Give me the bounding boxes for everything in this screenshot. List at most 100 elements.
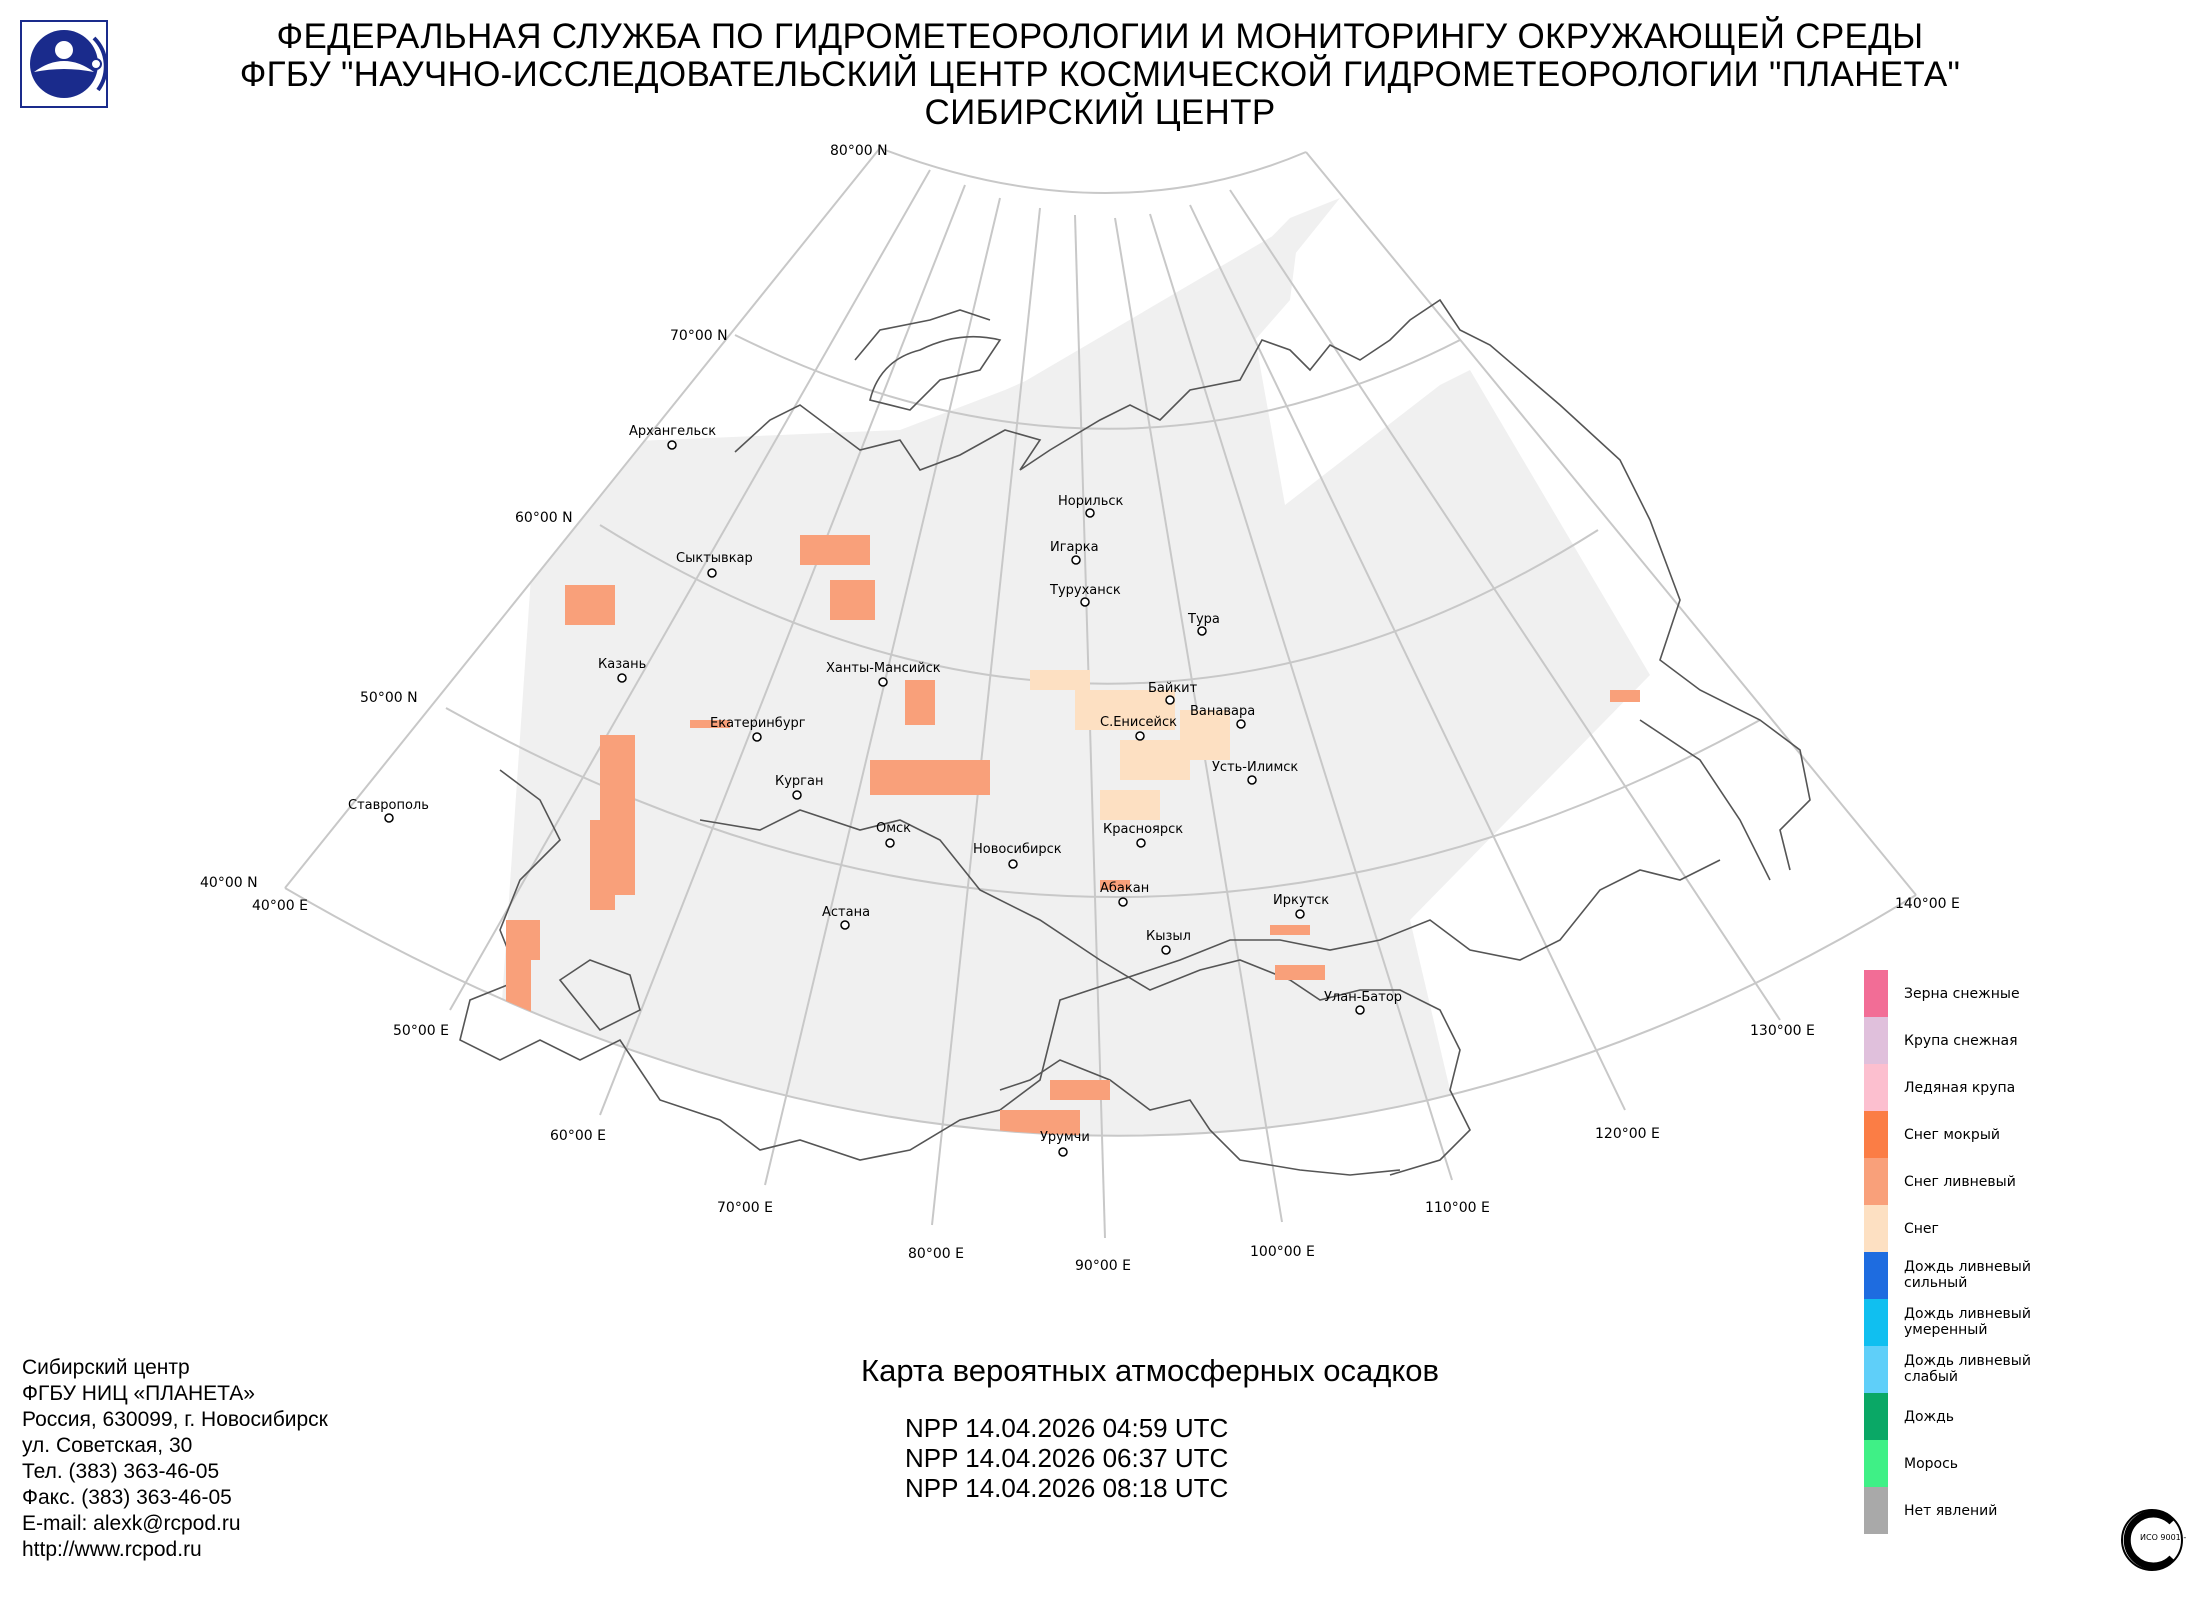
precip-cell — [870, 760, 990, 795]
meridian-60e — [599, 184, 966, 1116]
city-marker — [617, 673, 627, 683]
lat-label-60n: 60°00 N — [515, 510, 573, 526]
precip-cell — [1000, 1110, 1080, 1135]
lat-label-80n: 80°00 N — [830, 143, 888, 159]
lon-label-110e: 110°00 E — [1425, 1200, 1490, 1216]
planeta-logo — [20, 20, 108, 108]
city-label: Ставрополь — [348, 798, 429, 813]
legend-swatch — [1864, 1252, 1888, 1299]
city-marker — [1135, 731, 1145, 741]
graticule — [284, 147, 1917, 1239]
meridian-110e — [1149, 213, 1453, 1181]
meridian-140e — [1305, 151, 1917, 896]
city-marker — [1197, 626, 1207, 636]
legend-item: Снег — [1864, 1205, 2064, 1252]
contact-info: Сибирский центр ФГБУ НИЦ «ПЛАНЕТА» Росси… — [22, 1355, 328, 1563]
legend-swatch — [1864, 1487, 1888, 1534]
city-label: Абакан — [1100, 881, 1149, 896]
precip-cell — [590, 820, 615, 910]
parallel-60n — [599, 524, 1599, 685]
header-line-2: ФГБУ "НАУЧНО-ИССЛЕДОВАТЕЛЬСКИЙ ЦЕНТР КОС… — [239, 55, 1961, 94]
legend-label: Дождь ливневый слабый — [1904, 1353, 2031, 1385]
lon-label-60e: 60°00 E — [550, 1128, 606, 1144]
meridian-70e — [764, 197, 1001, 1186]
city-marker — [1161, 945, 1171, 955]
legend-item: Дождь ливневый слабый — [1864, 1346, 2064, 1393]
lon-label-120e: 120°00 E — [1595, 1126, 1660, 1142]
legend-swatch — [1864, 1064, 1888, 1111]
longitude-labels: 40°00 E 50°00 E 60°00 E 70°00 E 80°00 E … — [252, 896, 1960, 1274]
lon-label-90e: 90°00 E — [1075, 1258, 1131, 1274]
precip-cell — [1270, 925, 1310, 935]
city-label: Курган — [775, 774, 823, 789]
legend-item: Снег ливневый — [1864, 1158, 2064, 1205]
lat-label-70n: 70°00 N — [670, 328, 728, 344]
pass-line: NPP 14.04.2026 04:59 UTC — [905, 1413, 1229, 1443]
contact-email[interactable]: E-mail: alexk@rcpod.ru — [22, 1512, 241, 1535]
legend-label: Снег — [1904, 1221, 1939, 1237]
city-marker — [792, 790, 802, 800]
contact-line: ФГБУ НИЦ «ПЛАНЕТА» — [22, 1382, 255, 1405]
meridian-130e — [1229, 189, 1781, 1021]
city-marker — [1295, 909, 1305, 919]
legend-swatch — [1864, 1205, 1888, 1252]
iso-text: ИСО 9001 -2015 — [2140, 1533, 2186, 1542]
precip-cell — [800, 535, 870, 565]
city-labels: Архангельск Норильск Игарка Туруханск Ту… — [348, 424, 1402, 1145]
city-label: Сыктывкар — [676, 551, 753, 566]
legend-swatch — [1864, 970, 1888, 1017]
city-label: Кызыл — [1146, 929, 1191, 944]
lon-label-40e: 40°00 E — [252, 898, 308, 914]
city-label: Байкит — [1148, 681, 1198, 696]
legend-item: Дождь ливневый сильный — [1864, 1252, 2064, 1299]
snow-cells — [1030, 670, 1230, 820]
city-marker — [1165, 695, 1175, 705]
city-label: Архангельск — [629, 424, 716, 439]
lat-label-50n: 50°00 N — [360, 690, 418, 706]
lat-label-40n: 40°00 N — [200, 875, 258, 891]
legend-item: Дождь ливневый умеренный — [1864, 1299, 2064, 1346]
map-title: Карта вероятных атмосферных осадков — [861, 1353, 1439, 1388]
precip-cell — [1275, 965, 1325, 980]
precip-cell — [1100, 880, 1130, 890]
parallel-50n — [445, 707, 1761, 898]
pass-line: NPP 14.04.2026 08:18 UTC — [905, 1473, 1229, 1503]
precip-cell — [1075, 690, 1175, 730]
precip-cell — [506, 960, 531, 1030]
contact-website[interactable]: http://www.rcpod.ru — [22, 1538, 202, 1561]
meridian-80e — [931, 207, 1041, 1226]
precip-cell — [830, 580, 875, 620]
legend-swatch — [1864, 1111, 1888, 1158]
precip-cell — [1050, 1080, 1110, 1100]
legend-item: Дождь — [1864, 1393, 2064, 1440]
contact-line: ул. Советская, 30 — [22, 1434, 193, 1457]
city-label: Астана — [822, 905, 870, 920]
city-label: Ханты-Мансийск — [826, 661, 941, 676]
lon-label-50e: 50°00 E — [393, 1023, 449, 1039]
legend-label: Снег ливневый — [1904, 1174, 2016, 1190]
city-label: Улан-Батор — [1324, 990, 1402, 1005]
legend-label: Нет явлений — [1904, 1503, 1998, 1519]
lon-label-70e: 70°00 E — [717, 1200, 773, 1216]
latitude-labels: 80°00 N 70°00 N 60°00 N 50°00 N 40°00 N — [200, 143, 888, 891]
city-marker — [878, 677, 888, 687]
coastlines-borders — [459, 298, 1811, 1176]
precip-cell — [506, 920, 540, 960]
precip-cell — [1610, 690, 1640, 702]
legend-swatch — [1864, 1158, 1888, 1205]
parallel-40n — [284, 887, 1917, 1137]
satellite-coverage — [480, 198, 1650, 1136]
legend-item: Нет явлений — [1864, 1487, 2064, 1534]
city-marker — [1236, 719, 1246, 729]
city-marker — [752, 732, 762, 742]
legend-swatch — [1864, 1017, 1888, 1064]
header: ФЕДЕРАЛЬНАЯ СЛУЖБА ПО ГИДРОМЕТЕОРОЛОГИИ … — [0, 18, 2200, 132]
city-marker — [384, 813, 394, 823]
city-marker — [885, 838, 895, 848]
legend-label: Ледяная крупа — [1904, 1080, 2016, 1096]
precip-cell — [1030, 670, 1090, 690]
city-marker — [1080, 597, 1090, 607]
city-marker — [1085, 508, 1095, 518]
city-label: Новосибирск — [973, 842, 1062, 857]
